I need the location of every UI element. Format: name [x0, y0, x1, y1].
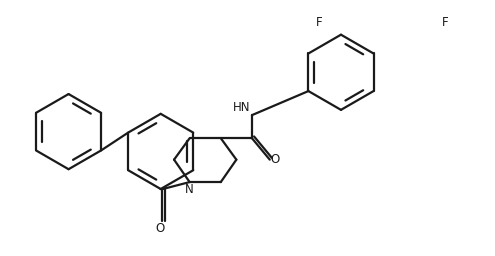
Text: O: O	[271, 153, 280, 166]
Text: F: F	[315, 16, 322, 29]
Text: HN: HN	[233, 101, 250, 114]
Text: O: O	[155, 222, 164, 235]
Text: F: F	[442, 16, 449, 29]
Text: N: N	[185, 183, 194, 196]
